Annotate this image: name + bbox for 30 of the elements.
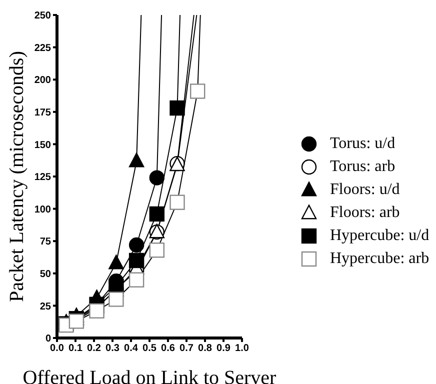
- x-tick-label: 0.7: [180, 343, 194, 354]
- y-tick-label: 200: [34, 75, 52, 86]
- x-tick-label: 0.4: [124, 343, 138, 354]
- legend-label: Floors: u/d: [330, 180, 400, 198]
- x-tick-label: 0.1: [68, 343, 83, 354]
- legend-label: Torus: arb: [330, 158, 396, 176]
- x-tick-label: 0.2: [87, 343, 102, 354]
- y-tick-label: 25: [40, 301, 52, 312]
- y-tick-label: 150: [34, 140, 52, 151]
- y-tick-label: 0: [45, 334, 52, 345]
- legend-label: Torus: u/d: [330, 134, 396, 152]
- x-tick-label: 1.0: [235, 343, 250, 354]
- y-tick-label: 175: [34, 107, 52, 118]
- y-tick-label: 225: [34, 42, 52, 54]
- x-tick-label: 0.5: [142, 343, 157, 354]
- y-tick-label: 125: [34, 172, 52, 184]
- x-tick-label: 0.0: [50, 343, 64, 354]
- x-tick-label: 0.8: [198, 343, 212, 354]
- x-tick-label: 0.6: [161, 343, 176, 354]
- x-tick-label: 0.3: [106, 343, 120, 354]
- legend-label: Hypercube: u/d: [330, 226, 430, 244]
- y-tick-label: 250: [34, 10, 52, 22]
- y-tick-label: 75: [40, 236, 52, 248]
- x-tick-label: 0.9: [216, 343, 231, 354]
- x-axis-title: Offered Load on Link to Server: [22, 367, 277, 384]
- y-axis-title: Packet Latency (microseconds): [6, 50, 28, 302]
- legend-label: Floors: arb: [330, 204, 400, 222]
- legend-label: Hypercube: arb: [330, 250, 430, 268]
- y-tick-label: 100: [34, 204, 52, 216]
- y-tick-label: 50: [40, 268, 52, 280]
